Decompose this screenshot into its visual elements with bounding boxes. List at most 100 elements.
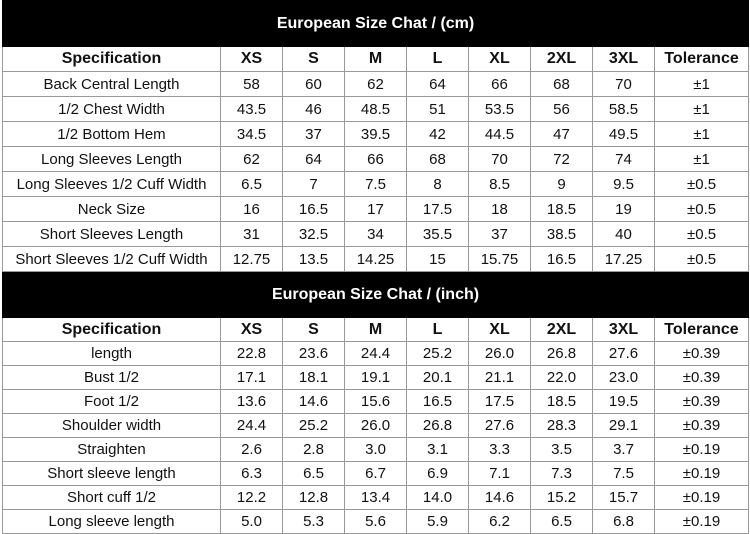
cell: 14.0 (406, 485, 469, 510)
data-row: Shoulder width 24.4 25.2 26.0 26.8 27.6 28.3 29… (2, 413, 750, 438)
row-label: Long sleeve length (2, 509, 221, 534)
size-table: European Size Chat / (inch) Specification… (1, 272, 750, 534)
row-label: Neck Size (2, 196, 221, 222)
row-label: Bust 1/2 (2, 365, 221, 390)
cell: 17 (344, 196, 407, 222)
cell: 12.8 (282, 485, 345, 510)
cell: 49.5 (592, 121, 655, 147)
cell: 6.7 (344, 461, 407, 486)
cell: 25.2 (406, 341, 469, 366)
cell: 12.2 (220, 485, 283, 510)
header-cell: 2XL (530, 317, 593, 342)
cell: 26.0 (468, 341, 531, 366)
title-row: European Size Chat / (inch) (1, 272, 750, 318)
row-label: Short Sleeves 1/2 Cuff Width (2, 246, 221, 272)
cell: ±0.5 (653, 171, 750, 197)
cell: 18.5 (530, 389, 593, 414)
cell: 15.2 (530, 485, 593, 510)
cell: 6.8 (592, 509, 655, 534)
cell: 27.6 (468, 413, 531, 438)
header-cell: XL (468, 317, 531, 342)
header-cell: XS (220, 317, 283, 342)
cell: 60 (282, 71, 345, 97)
header-cell: M (344, 317, 407, 342)
cell: 68 (406, 146, 469, 172)
table-title: European Size Chat / (cm) (1, 0, 750, 47)
row-label: Long Sleeves 1/2 Cuff Width (2, 171, 221, 197)
cell: 24.4 (344, 341, 407, 366)
header-cell: Tolerance (653, 317, 750, 342)
header-row: Specification XS S M L XL 2XL 3XL Tolerance (2, 46, 750, 72)
header-cell: Tolerance (653, 46, 750, 72)
cell: 15.6 (344, 389, 407, 414)
cell: 3.0 (344, 437, 407, 462)
cell: 34.5 (220, 121, 283, 147)
cell: 7.5 (592, 461, 655, 486)
cell: 32.5 (282, 221, 345, 247)
cell: 17.5 (468, 389, 531, 414)
row-label: Short Sleeves Length (2, 221, 221, 247)
cell: 6.9 (406, 461, 469, 486)
cell: 51 (406, 96, 469, 122)
cell: 7.5 (344, 171, 407, 197)
row-label: Foot 1/2 (2, 389, 221, 414)
cell: 13.5 (282, 246, 345, 272)
cell: 68 (530, 71, 593, 97)
cell: 17.5 (406, 196, 469, 222)
cell: 64 (406, 71, 469, 97)
cell: 29.1 (592, 413, 655, 438)
cell: 3.5 (530, 437, 593, 462)
cell: 8 (406, 171, 469, 197)
cell: 15.75 (468, 246, 531, 272)
cell: 6.5 (220, 171, 283, 197)
header-cell: 2XL (530, 46, 593, 72)
header-cell: Specification (2, 317, 221, 342)
cell: 17.25 (592, 246, 655, 272)
cell: 14.25 (344, 246, 407, 272)
data-row: Bust 1/2 17.1 18.1 19.1 20.1 21.1 22.0 23.0 ±0.3… (2, 365, 750, 390)
cell: ±0.5 (653, 246, 750, 272)
header-row: Specification XS S M L XL 2XL 3XL Tolerance (2, 317, 750, 342)
cell: ±1 (653, 71, 750, 97)
cell: 21.1 (468, 365, 531, 390)
header-cell: S (282, 317, 345, 342)
cell: 5.0 (220, 509, 283, 534)
cell: 56 (530, 96, 593, 122)
cell: 23.0 (592, 365, 655, 390)
cell: 5.9 (406, 509, 469, 534)
cell: 37 (468, 221, 531, 247)
cell: 15 (406, 246, 469, 272)
cell: 64 (282, 146, 345, 172)
data-row: Long sleeve length 5.0 5.3 5.6 5.9 6.2 6.5 6.8 ±… (2, 509, 750, 534)
data-row: 1/2 Chest Width 43.5 46 48.5 51 53.5 56 58.5 ±1 (2, 96, 750, 122)
cell: 6.3 (220, 461, 283, 486)
cell: 18.1 (282, 365, 345, 390)
cell: 2.6 (220, 437, 283, 462)
table-title: European Size Chat / (inch) (1, 272, 750, 318)
cell: 6.5 (282, 461, 345, 486)
data-row: Short cuff 1/2 12.2 12.8 13.4 14.0 14.6 15.2 15… (2, 485, 750, 510)
cell: 2.8 (282, 437, 345, 462)
cell: 16 (220, 196, 283, 222)
header-cell: XS (220, 46, 283, 72)
cell: 22.0 (530, 365, 593, 390)
cell: 17.1 (220, 365, 283, 390)
header-cell: 3XL (592, 317, 655, 342)
cell: 5.6 (344, 509, 407, 534)
data-row: length 22.8 23.6 24.4 25.2 26.0 26.8 27.6 ±0.39 (2, 341, 750, 366)
cell: 20.1 (406, 365, 469, 390)
cell: 13.6 (220, 389, 283, 414)
cell: 26.0 (344, 413, 407, 438)
cell: 37 (282, 121, 345, 147)
cell: 48.5 (344, 96, 407, 122)
cell: 16.5 (406, 389, 469, 414)
cell: 70 (468, 146, 531, 172)
cell: 62 (220, 146, 283, 172)
cell: 16.5 (282, 196, 345, 222)
cell: 19 (592, 196, 655, 222)
cell: ±0.39 (653, 341, 750, 366)
data-row: Neck Size 16 16.5 17 17.5 18 18.5 19 ±0.5 (2, 196, 750, 222)
cell: 7 (282, 171, 345, 197)
header-cell: Specification (2, 46, 221, 72)
